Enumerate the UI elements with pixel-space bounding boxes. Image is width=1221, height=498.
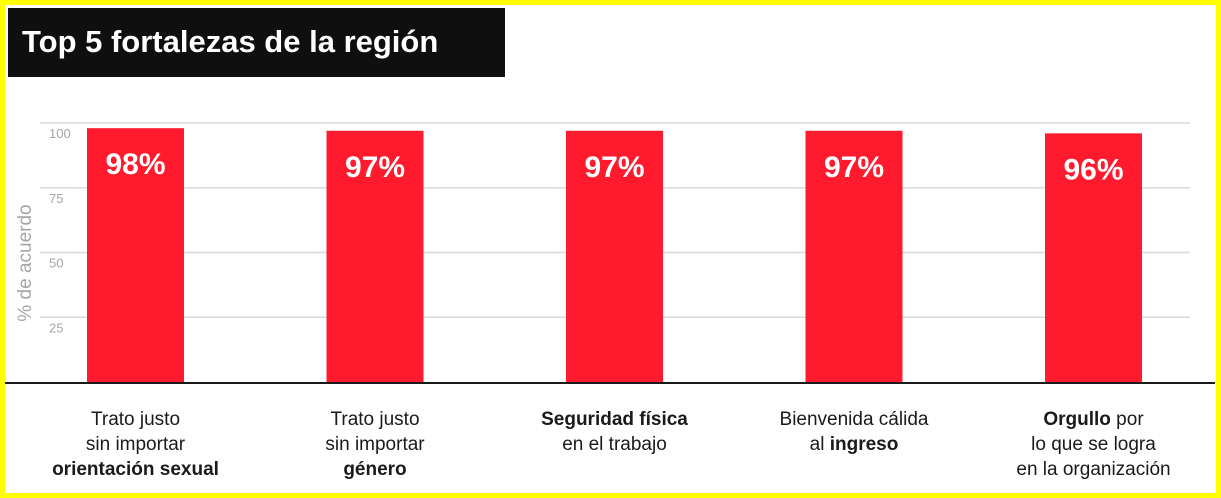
bar — [805, 130, 903, 382]
bar — [1045, 133, 1142, 382]
y-tick-label: 100 — [49, 126, 71, 141]
bar — [326, 130, 424, 382]
category-label: Orgullo por lo que se logra en la organiza… — [1016, 409, 1170, 480]
category-label: Seguridad física en el trabajo — [541, 409, 688, 455]
y-tick-label: 25 — [49, 320, 63, 335]
bar-data-label: 97% — [824, 151, 884, 184]
category-label: Trato justo sin importar género — [325, 409, 425, 480]
bar-data-label: 97% — [345, 151, 405, 184]
bar-data-label: 98% — [105, 148, 165, 181]
bar — [566, 130, 663, 382]
y-tick-label: 50 — [49, 256, 63, 271]
category-label: Trato justo sin importar orientación sexua… — [52, 409, 219, 480]
y-axis-label: % de acuerdo — [15, 204, 36, 321]
bar-data-label: 97% — [584, 151, 644, 184]
chart-title: Top 5 fortalezas de la región — [22, 24, 439, 59]
title-banner: Top 5 fortalezas de la región — [8, 8, 505, 77]
bar-chart: 25 50 75 100 % de acuerdo 98% 97% 97% 97% 96% Trat… — [5, 122, 1215, 480]
category-label: Bienvenida cálida al ingreso — [780, 409, 929, 455]
y-tick-label: 75 — [49, 191, 63, 206]
bar — [87, 128, 184, 382]
bar-data-label: 96% — [1063, 153, 1123, 186]
